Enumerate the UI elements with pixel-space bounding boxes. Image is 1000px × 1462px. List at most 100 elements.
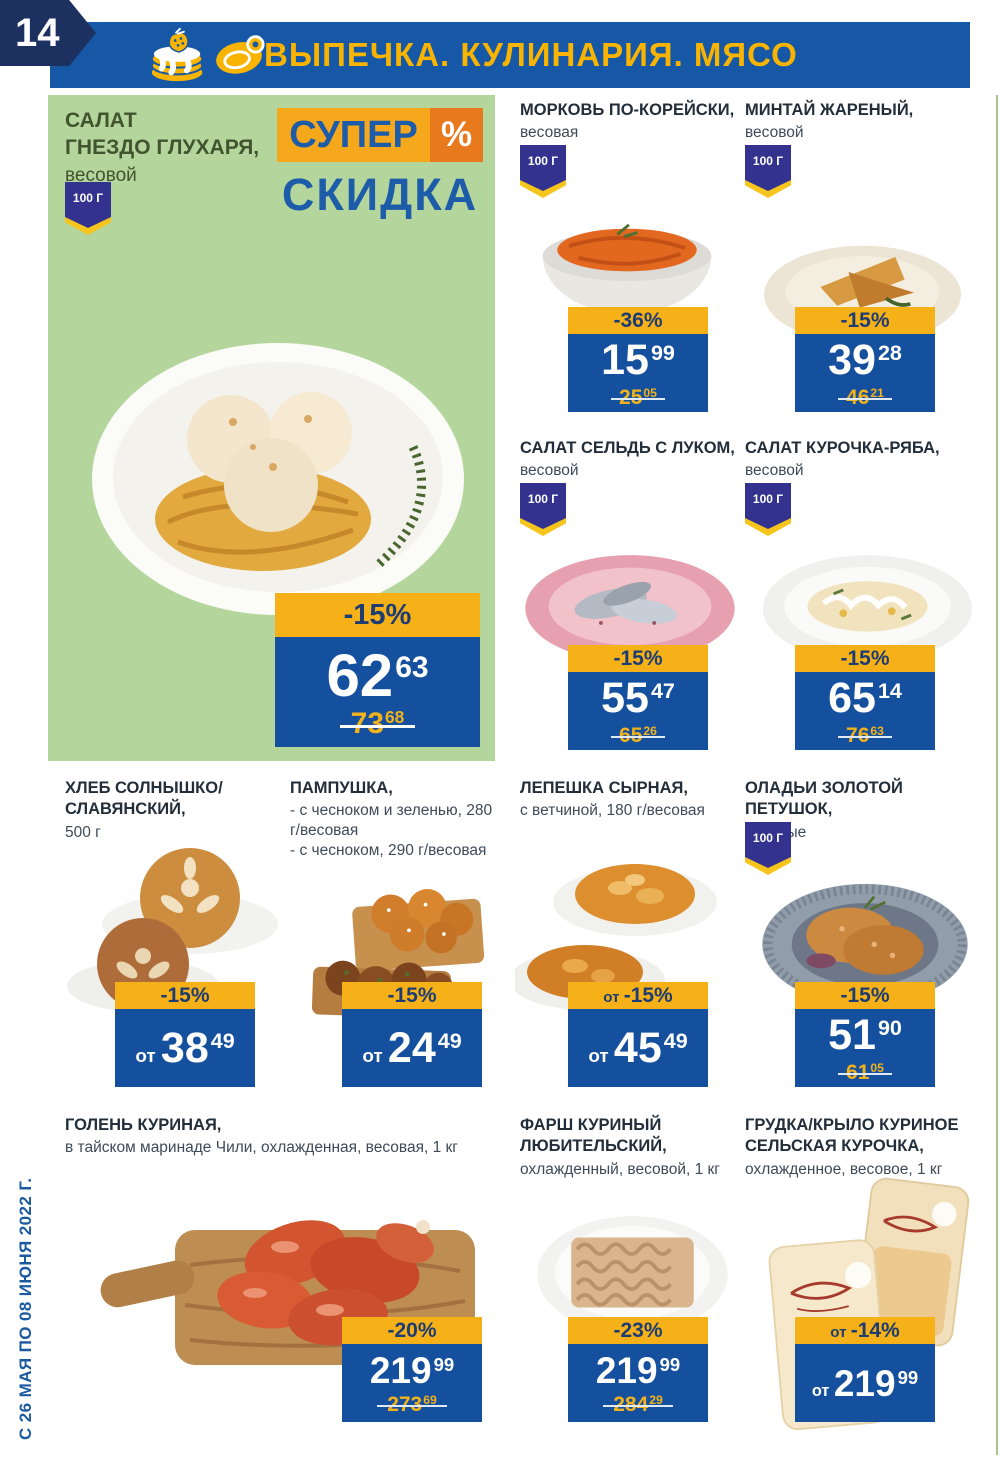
product-title: ХЛЕБ СОЛНЫШКО/ СЛАВЯНСКИЙ, xyxy=(65,779,223,819)
discount-badge: -15% xyxy=(795,307,935,334)
product-card: ПАМПУШКА, - с чесноком и зеленью, 280 г/… xyxy=(290,778,495,1088)
product-image xyxy=(537,1216,728,1333)
product-image xyxy=(762,883,968,1005)
price-box: -15% 5547 6526 xyxy=(568,645,708,750)
featured-price: 6263 xyxy=(326,641,429,709)
featured-subtitle: весовой xyxy=(65,165,137,186)
price-box: -15% 6514 7663 xyxy=(795,645,935,750)
product-subtitle: охлажденный, весовой, 1 кг xyxy=(520,1160,720,1178)
featured-title: САЛАТ ГНЕЗДО ГЛУХАРЯ, xyxy=(65,109,260,160)
unit-badge-label: 100 Г xyxy=(72,191,104,205)
product-image xyxy=(542,223,712,314)
featured-old-price: 7368 xyxy=(339,706,415,740)
product-card: ХЛЕБ СОЛНЫШКО/ СЛАВЯНСКИЙ, 500 г -15% от… xyxy=(65,778,278,1088)
product-title: ГРУДКА/КРЫЛО КУРИНОЕ СЕЛЬСКАЯ КУРОЧКА, xyxy=(745,1116,959,1156)
discount-badge: -36% xyxy=(568,307,708,334)
discount-badge: -15% xyxy=(342,982,482,1009)
product-title: МОРКОВЬ ПО-КОРЕЙСКИ, xyxy=(520,101,735,119)
price-box: -15% 5190 6105 xyxy=(795,982,935,1087)
product-title: САЛАТ СЕЛЬДЬ С ЛУКОМ, xyxy=(520,439,735,457)
discount-badge: -20% xyxy=(342,1317,482,1344)
super-discount-promo: СУПЕР % СКИДКА xyxy=(277,108,483,221)
current-price: 5190 xyxy=(828,1010,902,1059)
current-price: от 3849 xyxy=(135,1023,235,1072)
price-box: -36% 1599 2505 xyxy=(568,307,708,412)
unit-badge: 100 Г xyxy=(520,483,566,536)
price-box: -15% 3928 4621 xyxy=(795,307,935,412)
old-price: 6526 xyxy=(611,723,665,747)
page-header: ВЫПЕЧКА. КУЛИНАРИЯ. МЯСО xyxy=(50,22,970,88)
product-card: ФАРШ КУРИНЫЙ ЛЮБИТЕЛЬСКИЙ, охлажденный, … xyxy=(520,1115,745,1435)
current-price: от 2449 xyxy=(362,1023,462,1072)
product-title: МИНТАЙ ЖАРЕНЫЙ, xyxy=(745,101,914,119)
featured-product-card: САЛАТ ГНЕЗДО ГЛУХАРЯ, весовой 100 Г СУПЕ… xyxy=(48,95,495,761)
old-price: 2505 xyxy=(611,385,665,409)
current-price: от 219 99 xyxy=(811,1362,919,1404)
promo-word-skidka: СКИДКА xyxy=(281,169,479,220)
old-price: 27369 xyxy=(377,1392,447,1416)
product-subtitle: охлажденное, весовое, 1 кг xyxy=(745,1160,943,1178)
product-subtitle: - с чесноком и зеленью, 280 г/весовая - … xyxy=(290,802,493,860)
product-card: МИНТАЙ ЖАРЕНЫЙ, весовой 100 Г -15% 3928 … xyxy=(745,100,985,415)
current-price: 6514 xyxy=(828,673,902,722)
product-image xyxy=(525,555,735,662)
product-subtitle: весовой xyxy=(745,462,804,480)
header-icons xyxy=(148,26,266,84)
featured-price-box: -15% 6263 7368 xyxy=(275,593,480,747)
product-card: ГОЛЕНЬ КУРИНАЯ, в тайском маринаде Чили,… xyxy=(65,1115,495,1435)
product-card: ЛЕПЕШКА СЫРНАЯ, с ветчиной, 180 г/весова… xyxy=(515,778,717,1088)
product-card: САЛАТ КУРОЧКА-РЯБА, весовой 100 Г -15% 6… xyxy=(745,438,985,750)
product-title: ФАРШ КУРИНЫЙ ЛЮБИТЕЛЬСКИЙ, xyxy=(520,1116,667,1156)
percent-icon: % xyxy=(430,108,483,162)
price-box: -23% 219 99 28429 xyxy=(568,1317,708,1422)
product-subtitle: в тайском маринаде Чили, охлажденная, ве… xyxy=(65,1139,458,1157)
product-card: МОРКОВЬ ПО-КОРЕЙСКИ, весовая 100 Г -36% … xyxy=(520,100,745,415)
old-price: 28429 xyxy=(603,1392,673,1416)
discount-badge: -23% xyxy=(568,1317,708,1344)
validity-date-range: С 26 МАЯ ПО 08 ИЮНЯ 2022 Г. xyxy=(16,1177,35,1440)
product-subtitle: 500 г xyxy=(65,823,101,841)
current-price: 3928 xyxy=(828,335,902,384)
current-price: 5547 xyxy=(601,673,675,722)
product-card: ГРУДКА/КРЫЛО КУРИНОЕ СЕЛЬСКАЯ КУРОЧКА, о… xyxy=(745,1115,985,1445)
product-card: САЛАТ СЕЛЬДЬ С ЛУКОМ, весовой 100 Г -15%… xyxy=(520,438,745,750)
page-edge-line xyxy=(996,95,998,1455)
current-price: 219 99 xyxy=(369,1349,455,1391)
current-price: 1599 xyxy=(601,335,675,384)
discount-badge: -15% xyxy=(115,982,255,1009)
discount-badge: -15% xyxy=(568,645,708,672)
product-subtitle: весовой xyxy=(745,124,804,142)
price-box: -15% от 3849 xyxy=(115,982,255,1087)
old-price: 6105 xyxy=(838,1060,892,1084)
price-box: -20% 219 99 27369 xyxy=(342,1317,482,1422)
unit-badge: 100 Г xyxy=(65,182,111,235)
price-box: от -15% от 4549 xyxy=(568,982,708,1087)
product-title: САЛАТ КУРОЧКА-РЯБА, xyxy=(745,439,940,457)
product-title: ГОЛЕНЬ КУРИНАЯ, xyxy=(65,1116,222,1134)
discount-badge: от -14% xyxy=(795,1317,935,1344)
unit-badge: 100 Г xyxy=(745,483,791,536)
price-box: -15% от 2449 xyxy=(342,982,482,1087)
product-subtitle: весовая xyxy=(520,124,579,142)
featured-discount-badge: -15% xyxy=(275,593,480,637)
price-box: от -14% от 219 99 xyxy=(795,1317,935,1422)
product-title: ПАМПУШКА, xyxy=(290,779,393,797)
product-title: ЛЕПЕШКА СЫРНАЯ, xyxy=(520,779,688,797)
unit-badge: 100 Г xyxy=(745,145,791,198)
old-price: 4621 xyxy=(838,385,892,409)
discount-badge: -15% xyxy=(795,982,935,1009)
product-subtitle: с ветчиной, 180 г/весовая xyxy=(520,802,705,820)
current-price: от 4549 xyxy=(588,1023,688,1072)
current-price: 219 99 xyxy=(595,1349,681,1391)
discount-badge: от -15% xyxy=(568,982,708,1009)
product-subtitle: весовой xyxy=(520,462,579,480)
unit-badge: 100 Г xyxy=(520,145,566,198)
pancakes-icon xyxy=(150,27,204,82)
old-price: 7663 xyxy=(838,723,892,747)
ham-icon xyxy=(216,35,265,74)
discount-badge: -15% xyxy=(795,645,935,672)
product-title: ОЛАДЬИ ЗОЛОТОЙ ПЕТУШОК, xyxy=(745,779,903,819)
page-title: ВЫПЕЧКА. КУЛИНАРИЯ. МЯСО xyxy=(264,36,798,73)
promo-word-super: СУПЕР xyxy=(277,108,430,162)
